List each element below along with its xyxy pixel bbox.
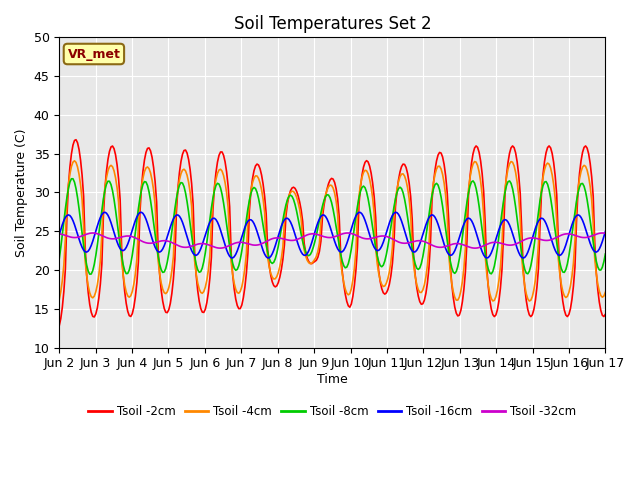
Tsoil -4cm <box>238 284 246 289</box>
Tsoil -8cm <box>574 190 582 196</box>
Tsoil -2cm <box>124 309 132 314</box>
Tsoil -4cm <box>574 187 582 192</box>
Line: Tsoil -32cm: Tsoil -32cm <box>60 233 605 248</box>
Line: Tsoil -16cm: Tsoil -16cm <box>60 212 605 258</box>
Tsoil -32cm <box>217 245 225 251</box>
Tsoil -16cm <box>220 238 227 243</box>
Tsoil -32cm <box>602 230 609 236</box>
Tsoil -8cm <box>56 256 63 262</box>
Tsoil -16cm <box>124 241 132 247</box>
Tsoil -8cm <box>68 176 76 181</box>
Tsoil -2cm <box>573 219 580 225</box>
Tsoil -32cm <box>298 235 305 240</box>
Tsoil -4cm <box>56 297 63 302</box>
Tsoil -4cm <box>220 173 227 179</box>
Tsoil -4cm <box>70 158 78 164</box>
Tsoil -2cm <box>247 188 255 194</box>
Tsoil -16cm <box>56 232 63 238</box>
Tsoil -8cm <box>298 231 305 237</box>
Tsoil -4cm <box>296 206 303 212</box>
Tsoil -2cm <box>602 312 609 317</box>
Legend: Tsoil -2cm, Tsoil -4cm, Tsoil -8cm, Tsoil -16cm, Tsoil -32cm: Tsoil -2cm, Tsoil -4cm, Tsoil -8cm, Tsoi… <box>84 400 581 422</box>
Tsoil -16cm <box>520 255 527 261</box>
Tsoil -16cm <box>101 209 109 215</box>
Y-axis label: Soil Temperature (C): Soil Temperature (C) <box>15 128 28 257</box>
Tsoil -4cm <box>124 293 132 299</box>
Tsoil -2cm <box>296 199 303 205</box>
Tsoil -32cm <box>239 240 247 245</box>
Tsoil -4cm <box>247 188 255 193</box>
Tsoil -16cm <box>602 228 609 234</box>
Tsoil -32cm <box>248 242 256 248</box>
Tsoil -8cm <box>125 267 133 273</box>
Tsoil -32cm <box>56 231 63 237</box>
Tsoil -32cm <box>574 234 582 240</box>
Tsoil -16cm <box>238 234 246 240</box>
Tsoil -16cm <box>296 246 303 252</box>
Tsoil -2cm <box>72 137 80 143</box>
Tsoil -8cm <box>221 210 229 216</box>
Title: Soil Temperatures Set 2: Soil Temperatures Set 2 <box>234 15 431 33</box>
Tsoil -8cm <box>239 238 247 243</box>
Tsoil -8cm <box>86 271 93 277</box>
Tsoil -8cm <box>602 251 609 257</box>
Tsoil -2cm <box>220 152 227 158</box>
Text: VR_met: VR_met <box>67 48 120 60</box>
Tsoil -2cm <box>56 323 63 328</box>
Tsoil -16cm <box>574 212 582 218</box>
Tsoil -32cm <box>221 244 229 250</box>
Tsoil -4cm <box>602 289 609 295</box>
Tsoil -16cm <box>247 217 255 223</box>
Tsoil -32cm <box>89 230 97 236</box>
Line: Tsoil -8cm: Tsoil -8cm <box>60 179 605 274</box>
Tsoil -8cm <box>248 186 256 192</box>
Tsoil -2cm <box>238 302 246 308</box>
Line: Tsoil -4cm: Tsoil -4cm <box>60 161 605 301</box>
X-axis label: Time: Time <box>317 373 348 386</box>
Tsoil -32cm <box>124 233 132 239</box>
Line: Tsoil -2cm: Tsoil -2cm <box>60 140 605 325</box>
Tsoil -4cm <box>525 298 533 304</box>
